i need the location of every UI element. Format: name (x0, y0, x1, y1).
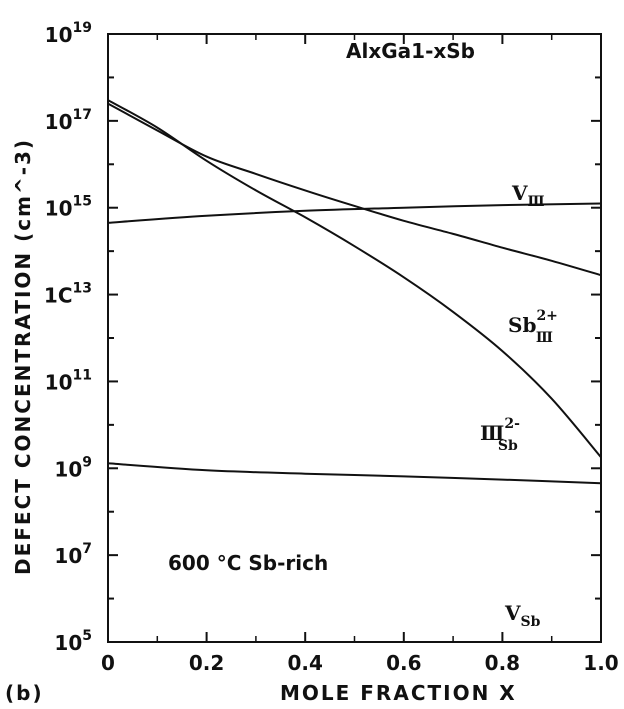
y-tick-label: 109 (54, 454, 92, 481)
panel-label: (b) (5, 681, 44, 705)
y-tick-exponent: 11 (73, 367, 92, 383)
y-tick-exponent: 13 (73, 281, 92, 297)
y-tick-exponent: 17 (73, 107, 92, 123)
condition-annotation: 600 °C Sb-rich (168, 551, 328, 575)
y-tick-base: 10 (54, 544, 82, 568)
series-label-main: V (504, 601, 521, 625)
series-label-main: V (511, 181, 528, 205)
y-tick-base: 1C (44, 284, 73, 308)
y-tick-base: 10 (45, 370, 73, 394)
y-tick-base: 10 (54, 457, 82, 481)
y-axis-title: DEFECT CONCENTRATION (cm^-3) (11, 138, 35, 575)
x-axis-title: MOLE FRACTION X (280, 681, 517, 705)
y-tick-base: 10 (54, 631, 82, 655)
y-tick-exponent: 9 (82, 454, 92, 470)
series-label-2: Ⅲ2- Sb (480, 416, 520, 454)
y-tick-exponent: 5 (82, 628, 92, 644)
y-tick-base: 10 (45, 110, 73, 134)
series-line-1 (107, 102, 602, 277)
x-tick-label: 1.0 (583, 651, 618, 675)
series-label-sub: Ⅲ (536, 330, 553, 346)
y-tick-exponent: 7 (82, 541, 92, 557)
y-tick-label: 1017 (45, 107, 92, 134)
series-label-sub: Sb (498, 438, 518, 454)
y-tick-label: 1019 (45, 20, 92, 47)
y-tick-label: 1C13 (44, 281, 92, 308)
x-tick-label: 0 (101, 651, 115, 675)
x-tick-label: 0.8 (485, 651, 520, 675)
series-label-main: Ⅲ (480, 421, 504, 445)
y-tick-base: 10 (45, 23, 73, 47)
series-line-2 (107, 99, 602, 458)
series-label-sup: 2- (504, 416, 520, 432)
series-label-sub: Sb (521, 614, 541, 630)
series-label-main: Sb (508, 313, 536, 337)
y-tick-label: 1015 (45, 194, 92, 221)
series-label-sup: 2+ (536, 308, 557, 324)
series-label-sub: Ⅲ (528, 194, 545, 210)
x-tick-label: 0.2 (189, 651, 224, 675)
y-tick-base: 10 (45, 197, 73, 221)
series-label-0: VⅢ (511, 181, 545, 210)
x-tick-label: 0.4 (287, 651, 322, 675)
labels-layer: AlxGa1-xSb 600 °C Sb-rich MOLE FRACTION … (5, 39, 517, 705)
series-line-0 (107, 202, 602, 224)
y-tick-label: 105 (54, 628, 92, 655)
y-tick-exponent: 15 (73, 194, 92, 210)
y-tick-label: 107 (54, 541, 92, 568)
series-label-3: VSb (504, 601, 541, 630)
series-line-3 (107, 462, 602, 485)
plot-axes: 0 0.2 0.4 0.6 0.8 1.010510710910111C131015101… (44, 20, 619, 675)
y-tick-label: 1011 (45, 367, 92, 394)
chart-title: AlxGa1-xSb (346, 39, 475, 63)
x-tick-label: 0.6 (386, 651, 421, 675)
y-tick-exponent: 19 (73, 20, 92, 36)
series-label-1: Sb2+ Ⅲ (508, 308, 558, 346)
